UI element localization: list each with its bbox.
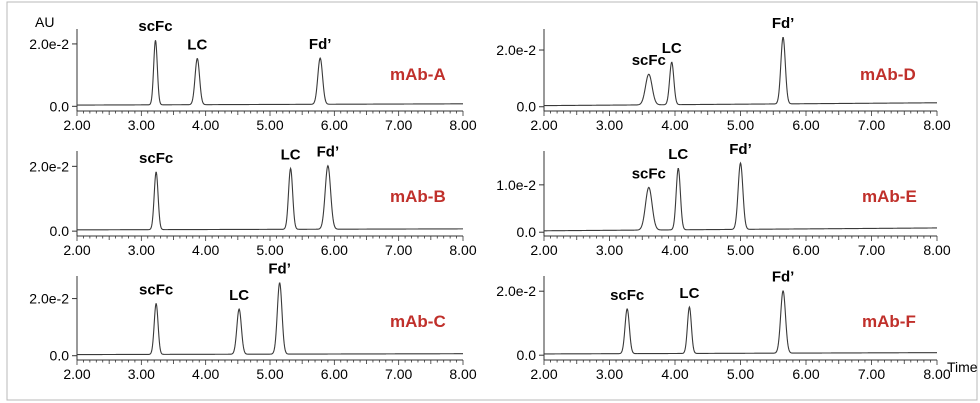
peak-label-fd: Fd’ [772,15,795,32]
x-tick-label: 6.00 [321,242,348,258]
x-tick-label: 2.00 [63,242,90,258]
panel-mab-a: 2.00 3.00 4.00 5.00 6.00 7.00 8.00 0.0 2.0e-2 scF… [29,18,477,133]
peak-label-scfc: scFc [632,165,666,182]
x-tick-label: 3.00 [596,366,623,382]
x-tick-label: 7.00 [385,366,412,382]
x-tick-label: 7.00 [385,117,412,133]
x-tick-label: 4.00 [661,117,688,133]
peak-label-fd: Fd’ [309,36,332,53]
x-tick-label: 8.00 [449,117,476,133]
x-tick-label: 4.00 [192,117,219,133]
x-tick-label: 6.00 [321,117,348,133]
x-tick-label: 5.00 [727,242,754,258]
panel-mab-f: 2.00 3.00 4.00 5.00 6.00 7.00 8.00 0.0 2.0e-2 scF… [496,269,951,382]
x-tick-label: 8.00 [923,117,950,133]
peak-label-fd: Fd’ [317,144,340,161]
x-tick-label: 8.00 [449,366,476,382]
x-tick-label: 5.00 [256,117,283,133]
y-tick-label: 2.0e-2 [29,158,69,174]
x-tick-label: 2.00 [530,117,557,133]
x-tick-label: 3.00 [596,242,623,258]
x-tick-label: 7.00 [858,117,885,133]
x-tick-label: 8.00 [923,366,950,382]
y-tick-label: 0.0 [517,224,537,240]
x-tick-label: 3.00 [128,117,155,133]
peak-label-scfc: scFc [138,18,172,35]
peak-label-lc: LC [662,40,682,57]
panel-title: mAb-E [862,187,917,206]
x-tick-label: 5.00 [256,366,283,382]
x-tick-label: 3.00 [128,366,155,382]
x-tick-label: 7.00 [858,242,885,258]
panel-title: mAb-A [390,65,446,84]
panel-mab-c: 2.00 3.00 4.00 5.00 6.00 7.00 8.00 0.0 2.0e-2 scF… [29,261,477,382]
peak-label-lc: LC [229,287,249,304]
x-tick-label: 3.00 [596,117,623,133]
y-tick-label: 2.0e-2 [496,283,536,299]
x-tick-label: 8.00 [449,242,476,258]
y-tick-label: 2.0e-2 [496,42,536,58]
x-tick-label: 4.00 [661,242,688,258]
peak-label-lc: LC [281,146,301,163]
chromatogram-trace [544,37,938,107]
panel-title: mAb-F [862,312,916,331]
y-tick-label: 0.0 [50,348,70,364]
chromatogram-panels: 2.00 3.00 4.00 5.00 6.00 7.00 8.00 0.0 2.0e-2 scF… [29,15,951,382]
peak-label-scfc: scFc [610,287,644,304]
panel-mab-b: 2.00 3.00 4.00 5.00 6.00 7.00 8.00 0.0 2.0e-2 scF… [29,144,477,258]
x-tick-label: 5.00 [256,242,283,258]
chromatogram-trace [544,161,937,232]
peak-label-fd: Fd’ [268,261,291,278]
peak-label-scfc: scFc [632,52,666,69]
y-tick-label: 2.0e-2 [29,36,69,52]
chromatogram-trace [544,290,937,355]
x-tick-label: 8.00 [923,242,950,258]
peak-label-scfc: scFc [139,150,173,167]
x-tick-label: 2.00 [63,366,90,382]
x-tick-label: 6.00 [792,117,819,133]
peak-label-lc: LC [187,37,207,54]
x-tick-label: 3.00 [128,242,155,258]
y-tick-label: 0.0 [50,223,70,239]
peak-label-lc: LC [668,146,688,163]
figure-border [6,1,978,401]
x-unit-label: Time [947,359,978,375]
x-tick-label: 4.00 [661,366,688,382]
x-tick-label: 6.00 [321,366,348,382]
x-tick-label: 5.00 [727,366,754,382]
y-tick-label: 0.0 [50,98,70,114]
peak-label-fd: Fd’ [729,141,752,158]
peak-label-lc: LC [679,285,699,302]
y-tick-label: 2.0e-2 [29,291,69,307]
panel-mab-d: 2.00 3.00 4.00 5.00 6.00 7.00 8.00 0.0 2.0e-2 scF… [496,15,951,133]
panel-title: mAb-D [860,65,916,84]
x-tick-label: 2.00 [530,366,557,382]
panel-title: mAb-C [390,312,446,331]
x-tick-label: 2.00 [63,117,90,133]
chromatogram-trace [77,164,463,231]
chromatogram-trace [77,282,464,356]
y-tick-label: 0.0 [517,99,537,115]
panel-mab-e: 2.00 3.00 4.00 5.00 6.00 7.00 8.00 0.0 1.0e-2 scF… [496,141,951,258]
chromatogram-trace [77,40,464,106]
x-tick-label: 7.00 [858,366,885,382]
panel-title: mAb-B [390,187,446,206]
x-tick-label: 4.00 [192,242,219,258]
x-tick-label: 6.00 [792,242,819,258]
peak-label-scfc: scFc [139,282,173,299]
x-tick-label: 7.00 [385,242,412,258]
peak-label-fd: Fd’ [772,269,795,286]
x-tick-label: 6.00 [792,366,819,382]
y-unit-label: AU [35,14,54,30]
x-tick-label: 5.00 [727,117,754,133]
y-tick-label: 1.0e-2 [496,177,536,193]
y-tick-label: 0.0 [517,347,537,363]
x-tick-label: 2.00 [530,242,557,258]
x-tick-label: 4.00 [192,366,219,382]
